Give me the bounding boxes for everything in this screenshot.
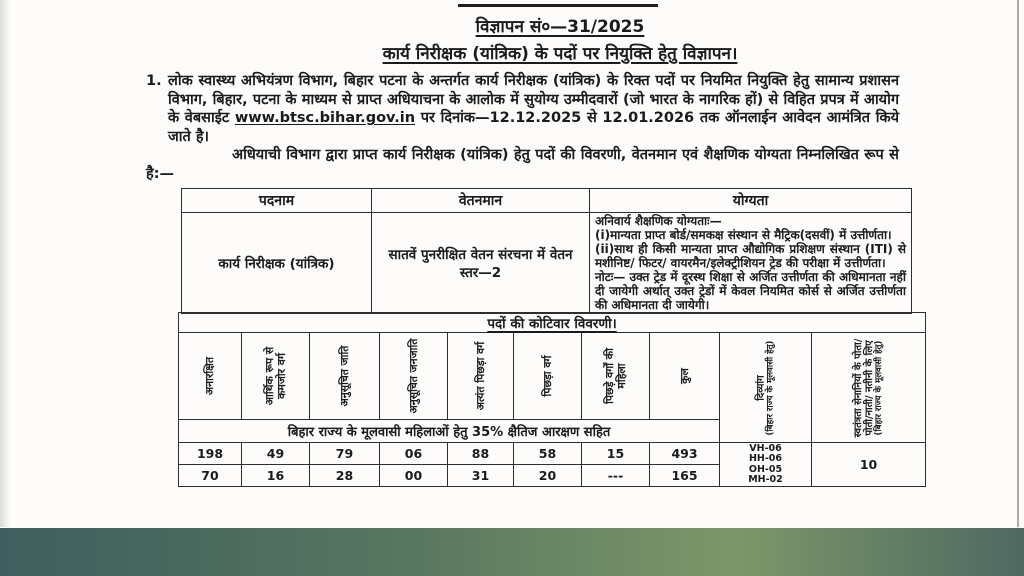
page-title-text: कार्य निरीक्षक (यांत्रिक) के पदों पर निय… [382,44,738,64]
category-table: पदों की कोटिवार विवरणी। अनारक्षित आर्थिक… [177,312,927,488]
cell-r2-st: 00 [379,464,448,488]
intro-paragraph: 1. लोक स्वास्थ्य अभियंत्रण विभाग, बिहार प… [146,72,899,146]
cell-r1-unreserved: 198 [178,442,242,466]
intro-paragraph-2: अधियाची विभाग द्वारा प्राप्त कार्य निरीक… [146,146,899,183]
category-table-title-row: पदों की कोटिवार विवरणी। [177,312,927,334]
text-segment: लोक स्वास्थ्य अभियंत्रण विभाग, बिहार पटन… [168,73,476,89]
qualification-note: नोटः— उक्त ट्रेड में दूरस्थ शिक्षा से अर… [595,270,906,312]
posts-table-data-row: कार्य निरीक्षक (यांत्रिक) सातवें पुनरीक्… [181,212,912,314]
category-table-data-row-2: 70 16 28 00 31 20 --- 165 [178,464,926,488]
post-name-bold: कार्य निरीक्षक (यांत्रिक) [475,73,602,89]
col-header-ews: आर्थिक रूप से कमजोर वर्ग [241,332,310,421]
qualification-cell: अनिवार्य शैक्षणिक योग्यताः— (i)मान्यता प… [589,212,912,314]
cell-r1-ebc: 88 [447,442,514,466]
cell-r2-bc: 20 [513,464,582,488]
text-segment: पर [415,110,441,127]
col-header-post-name: पदनाम [181,188,372,213]
col-header-freedom-fighter: स्वतंत्रता सेनानियों के पोता/पोती/नाती/ … [810,332,927,444]
text-segment: ऑनलाईन आवेदन आमंत्रित किये जाते है। [168,110,900,145]
date-range-bold: दिनांक—12.12.2025 से 12.01.2026 तक [440,110,720,127]
cell-r1-total: 493 [649,442,720,466]
text-segment: के रिक्त पदों पर नियमित नियुक्ति हेतु सा… [168,73,899,127]
cell-r1-bc-women: 15 [581,442,650,466]
cutoff-text-remnant [458,0,658,7]
text-segment: अधियाची विभाग द्वारा प्राप्त [232,147,384,164]
advert-number: विज्ञापन सं०—31/2025 [180,14,940,37]
col-header-qualification: योग्यता [589,188,912,213]
col-header-st: अनुसूचित जनजाति [379,332,448,421]
post-name-bold: कार्य निरीक्षक (यांत्रिक) [383,147,509,164]
cell-r1-bc: 58 [513,442,582,466]
cell-r2-ews: 16 [241,464,310,488]
advert-number-text: विज्ञापन सं०—31/2025 [475,17,645,37]
col-header-pay-scale: वेतनमान [371,188,590,213]
cell-freedom-fighter-count: 10 [810,442,927,488]
col-header-ebc: अत्यंत पिछड़ा वर्ग [447,332,514,421]
bottom-color-band [0,528,1024,576]
posts-table-header-row: पदनाम वेतनमान योग्यता [181,188,912,213]
cell-r2-bc-women: --- [581,464,650,488]
qualification-item-1: (i)मान्यता प्राप्त बोर्ड/समकक्ष संस्थान … [595,228,892,242]
qualification-heading: अनिवार्य शैक्षणिक योग्यताः— [595,214,722,228]
col-header-unreserved: अनारक्षित [178,332,242,421]
cell-r2-ebc: 31 [447,464,514,488]
cell-r1-ews: 49 [241,442,310,466]
website-url: www.btsc.bihar.gov.in [234,110,416,127]
page-title: कार्य निरीक्षक (यांत्रिक) के पदों पर निय… [180,41,940,64]
col-header-sc: अनुसूचित जाति [309,332,380,421]
intro-section: 1. लोक स्वास्थ्य अभियंत्रण विभाग, बिहार प… [146,72,899,184]
col-header-total: कुल [649,332,720,421]
list-number: 1. [146,73,162,89]
page-right-edge-line [1017,0,1019,527]
col-header-bc-women: पिछड़े वर्गों की महिला [581,332,650,421]
col-header-divyang: दिव्यांग (बिहार राज्य के मूलवासी हेतु) [719,332,812,444]
post-name-cell: कार्य निरीक्षक (यांत्रिक) [181,212,372,314]
category-table-data-row-1: 198 49 79 06 88 58 15 493 VH-06 HH-06 OH… [178,442,927,488]
cell-r1-sc: 79 [309,442,380,466]
pay-scale-cell: सातवें पुनरीक्षित वेतन संरचना में वेतन स… [371,212,590,314]
tables-area: पदनाम वेतनमान योग्यता कार्य निरीक्षक (या… [177,188,927,488]
cell-r2-total: 165 [649,464,720,488]
col-header-bc: पिछड़ा वर्ग [513,332,582,421]
posts-table: पदनाम वेतनमान योग्यता कार्य निरीक्षक (या… [181,188,912,314]
category-table-header-row: अनारक्षित आर्थिक रूप से कमजोर वर्ग अनुसू… [178,332,927,444]
text-segment: हेतु पदों की विवरणी, वेतनमान एवं शैक्षणि… [146,147,899,182]
qualification-item-2: (ii)साथ ही किसी मान्यता प्राप्त औद्योगिक… [595,242,906,270]
cell-r1-st: 06 [379,442,448,466]
cell-r2-unreserved: 70 [178,464,242,488]
page-left-edge-shading [0,0,10,527]
cell-divyang-breakup: VH-06 HH-06 OH-05 MH-02 [719,442,812,488]
category-table-title: पदों की कोटिवार विवरणी। [177,312,927,334]
horizontal-reservation-note: बिहार राज्य के मूलवासी महिलाओं हेतु 35% … [178,419,720,444]
cell-r2-sc: 28 [309,464,380,488]
